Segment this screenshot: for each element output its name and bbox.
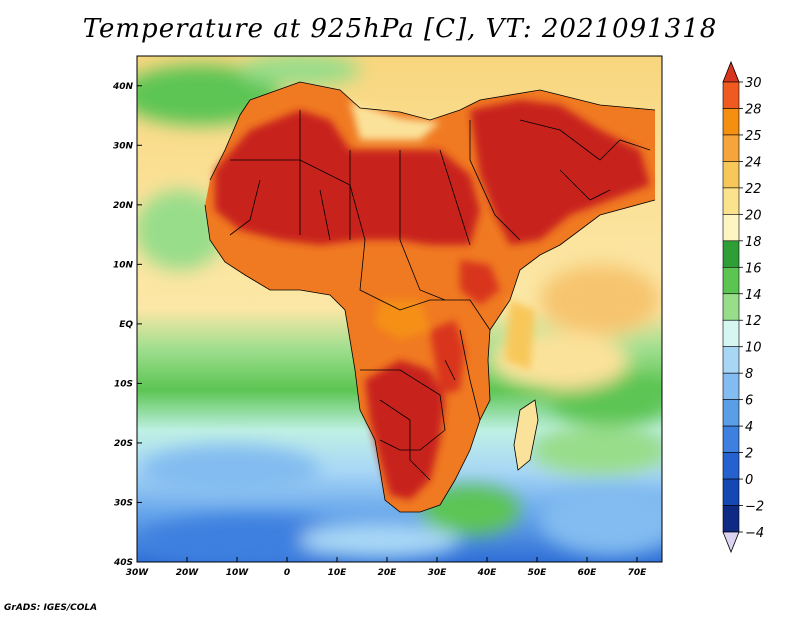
lat-tick-label: 10S <box>114 379 133 389</box>
madagascar <box>514 400 538 470</box>
lat-tick-label: 10N <box>113 260 134 270</box>
colorbar-label: 2 <box>745 447 753 462</box>
colorbar-box <box>722 399 740 427</box>
ocean-temperature-blobs <box>137 56 662 562</box>
colorbar-label: 18 <box>745 235 762 250</box>
colorbar-label: 30 <box>745 76 762 91</box>
colorbar-box <box>722 452 740 480</box>
lat-tick-label: EQ <box>119 320 133 330</box>
colorbar-label: 14 <box>745 288 762 303</box>
colorbar-box <box>722 214 740 242</box>
chart-title: Temperature at 925hPa [C], VT: 202109131… <box>82 14 718 44</box>
colorbar-box <box>722 266 740 295</box>
colorbar-label: 16 <box>745 261 762 276</box>
map-plot-area <box>137 56 662 562</box>
colorbar-box <box>722 108 740 136</box>
lon-tick-label: 10E <box>328 568 348 578</box>
lat-tick-label: 40S <box>113 558 133 568</box>
colorbar-bottom-triangle <box>722 531 740 554</box>
lat-tick-label: 20N <box>113 201 134 211</box>
lon-tick-label: 20E <box>378 568 398 578</box>
colorbar-label: −2 <box>745 500 764 515</box>
colorbar-box <box>722 187 740 215</box>
colorbar-box <box>722 372 740 400</box>
lat-tick-label: 30S <box>114 498 133 508</box>
colorbar-box <box>722 319 740 348</box>
country-borders <box>204 81 656 513</box>
colorbar-label: 0 <box>745 473 753 488</box>
lat-tick-label: 30N <box>113 141 134 151</box>
lat-tick-label: 40N <box>112 82 134 92</box>
colorbar-box <box>722 293 740 321</box>
lon-tick-label: 30E <box>428 568 448 578</box>
colorbar-box <box>722 81 740 109</box>
colorbar-label: 20 <box>745 208 762 223</box>
colorbar-box <box>722 346 740 374</box>
lon-tick-label: 20W <box>176 568 200 578</box>
longitude-axis: 30W 20W 10W 0 10E 20E 30E 40E 50E 60E 70E <box>126 557 647 578</box>
lat-tick-label: 20S <box>114 439 133 449</box>
lon-tick-label: 30W <box>126 568 150 578</box>
lon-tick-label: 40E <box>477 568 498 578</box>
colorbar-box <box>722 240 740 268</box>
lon-tick-label: 10W <box>226 568 250 578</box>
lon-tick-label: 70E <box>628 568 648 578</box>
colorbar-box <box>722 134 740 162</box>
lon-tick-label: 0 <box>284 568 290 578</box>
credit-text: GrADS: IGES/COLA <box>4 603 98 613</box>
colorbar-box <box>722 425 740 453</box>
colorbar-label: 22 <box>745 182 762 197</box>
colorbar-box <box>722 505 740 533</box>
colorbar-label: 6 <box>745 394 753 409</box>
hot-regions <box>215 100 650 500</box>
colorbar-label: 8 <box>745 367 753 382</box>
colorbar-label: −4 <box>745 526 764 541</box>
colorbar-label: 24 <box>745 155 762 170</box>
colorbar-box <box>722 161 740 189</box>
colorbar-label: 10 <box>745 341 762 356</box>
colorbar-label: 4 <box>745 420 753 435</box>
colorbar-box <box>722 478 740 506</box>
colorbar-label: 12 <box>745 314 762 329</box>
colorbar-top-triangle <box>722 60 740 83</box>
colorbar-label: 28 <box>745 102 762 117</box>
colorbar-label: 25 <box>745 129 762 144</box>
lon-tick-label: 60E <box>578 568 598 578</box>
map-frame <box>136 55 663 563</box>
lon-tick-label: 50E <box>528 568 548 578</box>
latitude-axis: 40N 30N 20N 10N EQ 10S 20S 30S 40S <box>112 82 142 568</box>
